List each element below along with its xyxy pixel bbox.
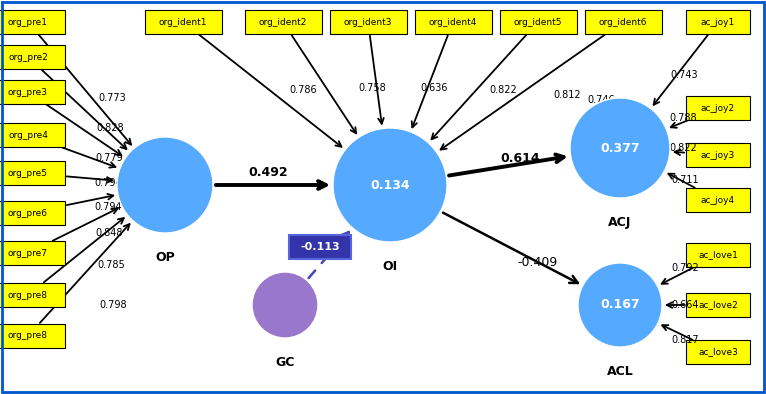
FancyBboxPatch shape	[499, 10, 577, 34]
FancyBboxPatch shape	[0, 161, 65, 185]
Text: 0.788: 0.788	[669, 113, 697, 123]
FancyBboxPatch shape	[0, 45, 65, 69]
Text: ac_joy4: ac_joy4	[701, 195, 735, 204]
Text: ACL: ACL	[607, 365, 633, 378]
FancyBboxPatch shape	[145, 10, 221, 34]
FancyBboxPatch shape	[686, 10, 750, 34]
FancyBboxPatch shape	[0, 241, 65, 265]
FancyBboxPatch shape	[686, 340, 750, 364]
Text: OP: OP	[155, 251, 175, 264]
FancyBboxPatch shape	[686, 96, 750, 120]
Text: 0.636: 0.636	[421, 83, 448, 93]
Text: ac_love1: ac_love1	[698, 251, 738, 260]
Text: 0.664: 0.664	[671, 300, 699, 310]
Text: ac_love3: ac_love3	[698, 348, 738, 357]
FancyBboxPatch shape	[0, 123, 65, 147]
Ellipse shape	[578, 263, 662, 347]
Text: 0.773: 0.773	[98, 93, 126, 103]
Text: org_ident1: org_ident1	[159, 17, 208, 26]
Text: org_ident5: org_ident5	[514, 17, 562, 26]
Text: 0.828: 0.828	[97, 123, 124, 133]
Text: org_pre2: org_pre2	[8, 52, 48, 61]
Text: 0.786: 0.786	[290, 85, 317, 95]
Text: 0.792: 0.792	[671, 263, 699, 273]
Text: 0.492: 0.492	[248, 165, 288, 178]
Text: 0.822: 0.822	[669, 143, 697, 153]
Text: org_pre7: org_pre7	[8, 249, 48, 258]
FancyBboxPatch shape	[584, 10, 662, 34]
Text: 0.785: 0.785	[97, 260, 125, 270]
Ellipse shape	[252, 272, 318, 338]
Text: org_pre8: org_pre8	[8, 290, 48, 299]
Text: org_pre6: org_pre6	[8, 208, 48, 217]
Text: 0.822: 0.822	[489, 85, 517, 95]
Ellipse shape	[117, 137, 213, 233]
Ellipse shape	[333, 128, 447, 242]
Text: ac_joy1: ac_joy1	[701, 17, 735, 26]
FancyBboxPatch shape	[0, 324, 65, 348]
Text: 0.614: 0.614	[500, 152, 540, 165]
Text: OI: OI	[382, 260, 398, 273]
Text: 0.794: 0.794	[94, 178, 122, 188]
Text: org_ident3: org_ident3	[344, 17, 392, 26]
FancyBboxPatch shape	[329, 10, 407, 34]
Text: 0.167: 0.167	[601, 299, 640, 312]
Text: ac_joy3: ac_joy3	[701, 151, 735, 160]
FancyBboxPatch shape	[289, 235, 351, 259]
Text: org_pre8: org_pre8	[8, 331, 48, 340]
FancyBboxPatch shape	[0, 80, 65, 104]
Text: 0.377: 0.377	[601, 141, 640, 154]
Text: -0.113: -0.113	[300, 242, 340, 252]
Text: org_pre1: org_pre1	[8, 17, 48, 26]
FancyBboxPatch shape	[0, 10, 65, 34]
Text: 0.798: 0.798	[99, 300, 127, 310]
Text: 0.812: 0.812	[553, 90, 581, 100]
Text: ac_love2: ac_love2	[698, 301, 738, 310]
FancyBboxPatch shape	[686, 293, 750, 317]
Text: org_ident4: org_ident4	[429, 17, 477, 26]
Text: org_ident6: org_ident6	[599, 17, 647, 26]
FancyBboxPatch shape	[414, 10, 492, 34]
Text: 0.758: 0.758	[358, 83, 386, 93]
FancyBboxPatch shape	[244, 10, 322, 34]
FancyBboxPatch shape	[686, 243, 750, 267]
Text: org_pre4: org_pre4	[8, 130, 48, 139]
Text: 0.711: 0.711	[671, 175, 699, 185]
Text: org_ident2: org_ident2	[259, 17, 307, 26]
Text: -0.409: -0.409	[518, 255, 558, 268]
FancyBboxPatch shape	[0, 201, 65, 225]
Text: 0.134: 0.134	[370, 178, 410, 191]
Text: 0.779: 0.779	[95, 153, 123, 163]
FancyBboxPatch shape	[686, 188, 750, 212]
Text: 0.746: 0.746	[588, 95, 615, 105]
Text: 0.794: 0.794	[94, 202, 122, 212]
Text: org_pre5: org_pre5	[8, 169, 48, 178]
FancyBboxPatch shape	[0, 283, 65, 307]
Text: org_pre3: org_pre3	[8, 87, 48, 97]
FancyBboxPatch shape	[686, 143, 750, 167]
Text: GC: GC	[275, 356, 295, 369]
Text: 0.817: 0.817	[671, 335, 699, 345]
Text: ACJ: ACJ	[608, 216, 632, 229]
Text: 0.743: 0.743	[670, 70, 698, 80]
Ellipse shape	[570, 98, 670, 198]
Text: 0.848: 0.848	[95, 228, 123, 238]
Text: ac_joy2: ac_joy2	[701, 104, 735, 113]
